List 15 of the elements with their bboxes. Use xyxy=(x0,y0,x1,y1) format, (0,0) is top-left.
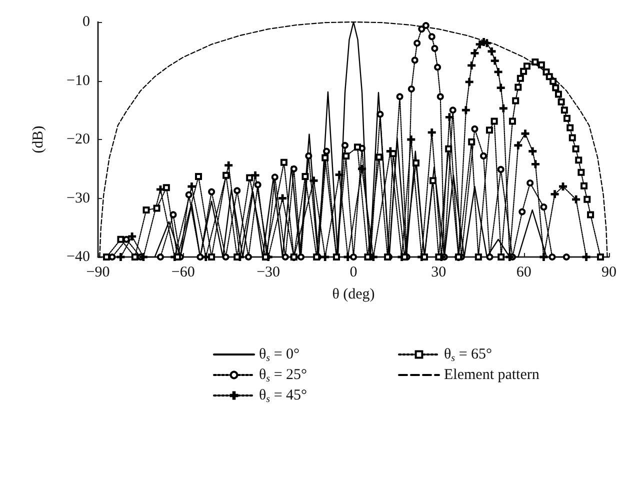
y-tick-label: −40 xyxy=(66,249,90,265)
x-axis-title: θ (deg) xyxy=(332,286,375,302)
x-tick-label: 0 xyxy=(350,264,358,280)
x-tick-label: −60 xyxy=(171,264,195,280)
x-tick-label: 90 xyxy=(602,264,616,280)
y-tick-label: −20 xyxy=(66,132,90,148)
y-tick-label: −30 xyxy=(66,190,90,206)
y-tick-label: −10 xyxy=(66,72,90,89)
x-tick-label: 30 xyxy=(431,264,446,280)
y-tick-label: 0 xyxy=(82,14,90,30)
x-tick-label: 60 xyxy=(516,264,532,280)
legend-label: Element pattern xyxy=(444,367,540,383)
x-tick-label: −90 xyxy=(86,264,110,280)
y-axis-title: (dB) xyxy=(30,126,46,154)
x-tick-label: −30 xyxy=(256,264,280,280)
